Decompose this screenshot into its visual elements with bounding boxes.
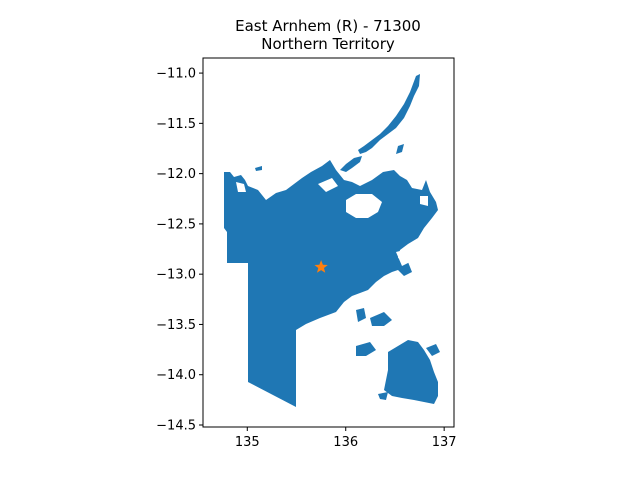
y-tick-label: −11.5: [156, 117, 196, 132]
bay-west: [236, 182, 246, 192]
region-island-small-nw: [255, 166, 262, 171]
y-tick-label: −14.0: [156, 368, 196, 383]
region-island-chain: [358, 74, 420, 154]
region-island-tip: [396, 144, 404, 154]
y-tick-label: −12.0: [156, 167, 196, 182]
y-tick-label: −12.5: [156, 217, 196, 232]
region-shape: [224, 74, 440, 407]
x-axis: 135 136 137: [235, 427, 457, 450]
x-tick-label: 135: [235, 435, 260, 450]
region-mainland: [224, 160, 438, 407]
region-islet-south: [378, 392, 388, 400]
y-tick-label: −14.5: [156, 418, 196, 433]
region-islet-mid-2: [370, 312, 392, 326]
bay-inlet-1: [318, 178, 338, 192]
map-title-line1: East Arnhem (R) - 71300: [235, 17, 421, 35]
bay-gove: [346, 194, 382, 218]
centroid-star-marker: [314, 260, 328, 273]
water-features: [236, 178, 428, 266]
y-tick-label: −13.5: [156, 318, 196, 333]
region-islet-west: [356, 342, 376, 356]
x-tick-label: 137: [432, 435, 457, 450]
y-axis: −11.0 −11.5 −12.0 −12.5 −13.0 −13.5 −14.0 −14.5: [156, 67, 203, 433]
y-tick-label: −11.0: [156, 67, 196, 82]
axes-frame: [202, 57, 455, 428]
region-groote: [384, 340, 438, 404]
region-islet-mid-1: [356, 308, 366, 322]
map-title-line2: Northern Territory: [261, 35, 395, 53]
y-tick-label: −13.0: [156, 268, 196, 283]
x-tick-label: 136: [333, 435, 358, 450]
bay-inlet-2: [420, 196, 428, 206]
bay-inlet-3: [396, 250, 410, 266]
region-islet-east: [426, 344, 440, 356]
region-island-chain-2: [340, 156, 362, 172]
